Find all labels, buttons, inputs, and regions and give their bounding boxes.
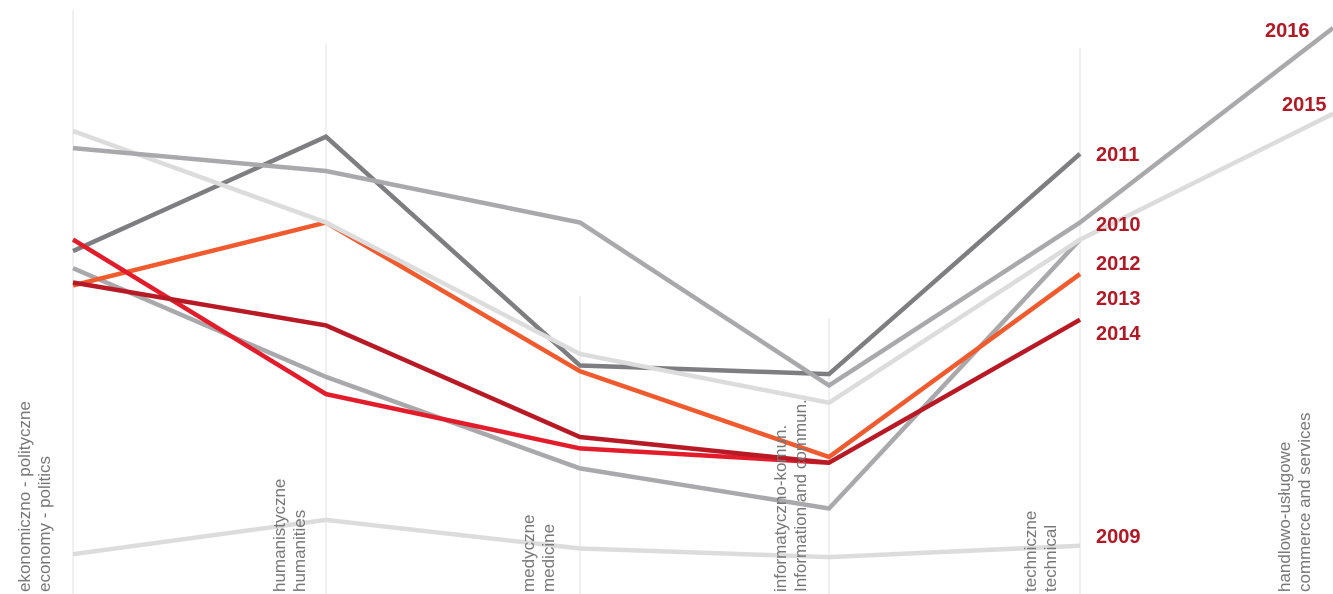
series-label-2011: 2011 [1096,144,1139,166]
series-label-2014: 2014 [1096,323,1141,345]
category-label-pl: techniczne [1021,511,1040,592]
series-label-2013: 2013 [1096,288,1141,310]
category-label-pl: handlowo-usługowe [1275,442,1294,592]
series-label-2010: 2010 [1096,214,1141,236]
series-line-2016 [72,26,1333,389]
gridlines [72,10,1081,594]
category-label-en: medicine [539,524,558,592]
category-label-pl: medyczne [519,515,538,592]
series-label-2009: 2009 [1096,526,1141,548]
series-line-2014 [72,280,1082,466]
series-line-2011 [72,134,1082,377]
category-label: humanistycznehumanities [270,479,309,592]
category-label-en: commerce and services [1295,412,1314,592]
category-label: technicznetechnical [1021,511,1060,592]
series-line-2010 [72,238,1082,511]
category-label-en: humanities [290,510,309,592]
category-label-en: technical [1041,525,1060,592]
category-label-en: economy - politics [35,456,54,592]
category-label: informatyczno-komun.Information and comm… [771,399,810,592]
series-label-2015: 2015 [1282,94,1327,116]
category-label: handlowo-usługowecommerce and services [1275,412,1314,592]
series-lines [71,26,1333,560]
series-line-2012 [72,220,1082,460]
series-end-labels: 2016 2015 2011 2010 2012 2013 2014 2009 [1096,20,1327,548]
series-label-2012: 2012 [1096,253,1141,275]
category-label: ekonomiczno - polityczneeconomy - politi… [15,401,54,592]
category-label-en: Information and commun. [791,399,810,592]
series-line-2015 [72,111,1333,406]
category-labels: ekonomiczno - polityczneeconomy - politi… [15,399,1314,592]
category-label: medycznemedicine [519,515,558,592]
series-label-2016: 2016 [1265,20,1310,42]
category-label-pl: humanistyczne [270,479,289,592]
category-label-pl: ekonomiczno - polityczne [15,401,34,592]
series-line-2013 [71,237,830,465]
category-label-pl: informatyczno-komun. [771,425,790,592]
series-line-2009 [72,517,1081,560]
